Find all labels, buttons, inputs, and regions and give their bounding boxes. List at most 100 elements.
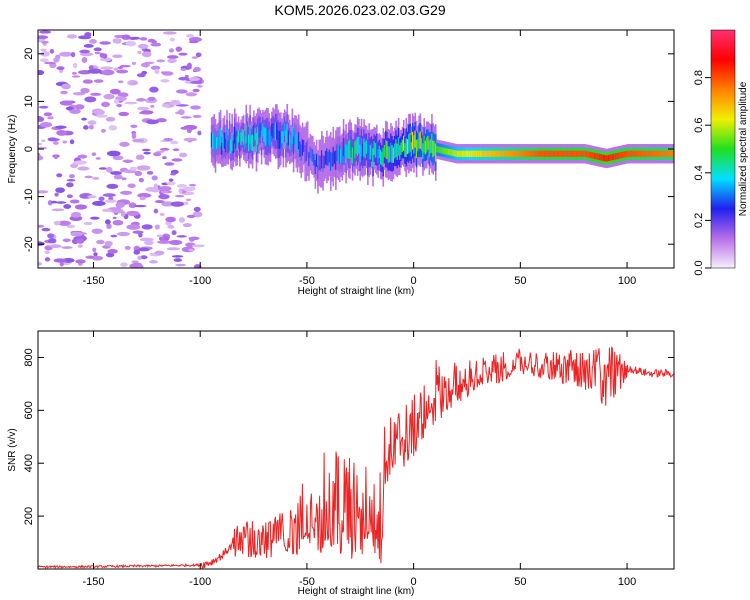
heatmap-noise-cell xyxy=(128,202,137,209)
heatmap-noise-cell xyxy=(130,81,138,85)
heatmap-noise-cell xyxy=(153,183,158,190)
heatmap-noise-cell xyxy=(38,35,49,40)
heatmap-noise-cell xyxy=(120,262,128,267)
heatmap-noise-cell xyxy=(105,116,116,122)
heatmap-ridge-cell xyxy=(391,144,394,163)
heatmap-ridge-cell xyxy=(213,132,216,150)
heatmap-ridge-cell xyxy=(623,151,625,158)
heatmap-ridge-cell xyxy=(335,150,337,170)
heatmap-ridge-cell xyxy=(323,155,326,169)
heatmap-ridge-cell xyxy=(584,150,587,157)
heatmap-noise-cell xyxy=(133,249,140,255)
heatmap-noise-cell xyxy=(184,201,189,206)
heatmap-ridge-cell xyxy=(290,137,292,150)
heatmap-ridge-cell xyxy=(319,155,322,172)
heatmap-ridge-cell xyxy=(360,137,363,157)
heatmap-ridge-cell xyxy=(393,143,396,159)
heatmap-noise-cell xyxy=(55,187,66,193)
heatmap-ridge-cell xyxy=(528,150,531,157)
heatmap-ridge-cell xyxy=(545,150,547,157)
heatmap-ridge-cell xyxy=(506,150,509,157)
heatmap-noise-cell xyxy=(53,154,59,160)
heatmap-noise-cell xyxy=(138,177,144,183)
heatmap-ridge-cell xyxy=(440,147,442,154)
heatmap-ridge-cell xyxy=(383,144,386,158)
heatmap-noise-cell xyxy=(50,200,58,204)
heatmap-ridge-cell xyxy=(291,126,294,144)
heatmap-noise-cell xyxy=(165,216,176,223)
heatmap-ridge-cell xyxy=(370,142,373,156)
heatmap-ridge-cell xyxy=(498,150,501,157)
heatmap-ridge-cell xyxy=(563,150,565,157)
heatmap-noise-cell xyxy=(38,155,44,161)
heatmap-noise-cell xyxy=(137,106,150,111)
heatmap-noise-cell xyxy=(135,154,145,160)
heatmap-ridge-cell xyxy=(611,154,614,161)
heatmap-ridge-cell xyxy=(402,135,405,151)
heatmap-noise-cell xyxy=(49,244,62,249)
heatmap-noise-cell xyxy=(150,65,161,70)
heatmap-noise-cell xyxy=(185,33,195,38)
colorbar-gradient xyxy=(710,29,736,269)
heatmap-ridge-cell xyxy=(602,154,605,161)
heatmap-ridge-cell xyxy=(620,152,623,159)
snr-x-label: Height of straight line (km) xyxy=(298,586,415,597)
heatmap-ridge-cell xyxy=(369,144,372,160)
heatmap-ridge-cell xyxy=(500,150,502,157)
heatmap-noise-cell xyxy=(112,54,123,58)
heatmap-ridge-cell xyxy=(568,150,570,157)
spectrogram-x-label: Height of straight line (km) xyxy=(298,286,415,297)
heatmap-noise-cell xyxy=(119,141,130,147)
heatmap-ridge-cell xyxy=(551,150,554,157)
heatmap-ridge-cell xyxy=(593,152,596,159)
heatmap-noise-cell xyxy=(154,68,160,74)
heatmap-noise-cell xyxy=(53,258,67,263)
heatmap-ridge-cell xyxy=(344,144,346,159)
heatmap-noise-cell xyxy=(47,116,54,120)
heatmap-ridge-cell xyxy=(621,151,624,159)
heatmap-ridge-cell xyxy=(326,148,328,166)
heatmap-noise-cell xyxy=(183,124,198,131)
heatmap-noise-cell xyxy=(180,68,187,71)
heatmap-noise-cell xyxy=(169,37,176,42)
heatmap-noise-cell xyxy=(131,61,136,66)
heatmap-noise-cell xyxy=(69,199,80,204)
heatmap-ridge-cell xyxy=(240,132,242,145)
heatmap-noise-cell xyxy=(103,93,115,100)
heatmap-ridge-cell xyxy=(219,128,222,146)
heatmap-noise-cell xyxy=(129,166,137,171)
heatmap-noise-cell xyxy=(191,56,198,59)
heatmap-noise-cell xyxy=(192,244,205,248)
heatmap-noise-cell xyxy=(171,230,177,236)
heatmap-noise-cell xyxy=(107,249,118,254)
heatmap-ridge-cell xyxy=(419,131,422,149)
heatmap-ridge-cell xyxy=(314,159,317,175)
heatmap-ridge-cell xyxy=(450,149,452,156)
heatmap-ridge-cell xyxy=(303,139,305,153)
heatmap-ridge-cell xyxy=(256,127,259,145)
heatmap-ridge-cell xyxy=(643,150,646,157)
heatmap-ridge-cell xyxy=(324,150,327,165)
heatmap-ridge-cell xyxy=(251,134,254,152)
heatmap-noise-cell xyxy=(98,167,108,170)
heatmap-ridge-cell xyxy=(490,150,492,157)
heatmap-ridge-cell xyxy=(653,150,656,157)
heatmap-noise-cell xyxy=(137,247,150,252)
heatmap-ridge-cell xyxy=(625,150,628,158)
heatmap-ridge-cell xyxy=(662,150,665,157)
heatmap-noise-cell xyxy=(92,177,100,180)
heatmap-noise-cell xyxy=(180,116,192,119)
heatmap-noise-cell xyxy=(185,92,198,97)
heatmap-noise-cell xyxy=(101,69,115,76)
heatmap-ridge-cell xyxy=(237,129,240,143)
heatmap-noise-cell xyxy=(43,112,53,117)
heatmap-ridge-cell xyxy=(364,141,367,159)
heatmap-ridge-cell xyxy=(215,137,218,149)
heatmap-noise-cell xyxy=(190,105,201,110)
heatmap-ridge-cell xyxy=(427,135,429,150)
heatmap-noise-cell xyxy=(197,130,202,136)
heatmap-ridge-cell xyxy=(236,136,239,151)
heatmap-noise-cell xyxy=(188,248,194,252)
heatmap-noise-cell xyxy=(156,59,166,63)
